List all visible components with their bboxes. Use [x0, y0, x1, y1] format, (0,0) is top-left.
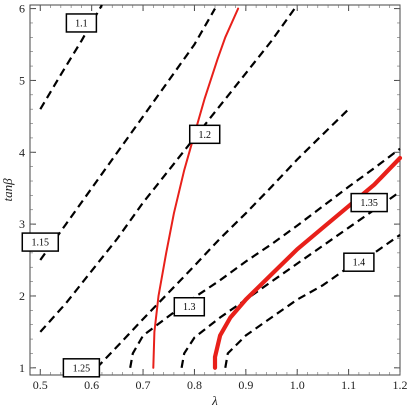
x-axis-label: λ — [211, 393, 218, 408]
y-axis-label: tanβ — [0, 178, 15, 202]
y-tick-label: 1 — [19, 361, 25, 375]
contour-label-text: 1.25 — [73, 363, 91, 374]
contour-label-text: 1.1 — [75, 18, 88, 29]
contour-label-box — [65, 13, 98, 33]
y-tick-label: 6 — [19, 2, 25, 16]
contour-line-1.1 — [39, 4, 103, 110]
x-tick-label: 1.1 — [341, 378, 356, 392]
ticks: 0.5 0.6 0.7 0.8 0.9 1.0 1.1 1.2 1 2 3 4 5 6 — [19, 2, 407, 392]
contours — [39, 4, 401, 369]
y-tick-label: 5 — [19, 73, 25, 87]
contour-label-1.3: 1.3 — [173, 296, 206, 317]
x-tick-label: 1.0 — [290, 378, 305, 392]
plot-frame — [29, 4, 401, 376]
contour-label-1.15: 1.15 — [21, 232, 60, 252]
x-tick-label: 0.8 — [187, 378, 202, 392]
contour-label-text: 1.3 — [183, 302, 196, 313]
contour-label-text: 1.15 — [32, 238, 50, 249]
contour-label-1.35: 1.35 — [350, 192, 388, 213]
contour-line-1.2 — [39, 4, 299, 333]
contour-label-1.1: 1.1 — [65, 13, 98, 33]
contour-label-text: 1.35 — [360, 198, 378, 209]
red-curve-1 — [152, 7, 240, 369]
contour-line-1.25 — [96, 108, 350, 369]
contour-label-1.2: 1.2 — [188, 124, 221, 145]
y-tick-label: 2 — [19, 289, 25, 303]
contour-label-1.25: 1.25 — [62, 358, 101, 378]
x-tick-label: 0.6 — [84, 378, 99, 392]
y-tick-label: 3 — [19, 217, 25, 231]
contour-label-1.4: 1.4 — [343, 252, 375, 272]
contour-line-1.15 — [39, 8, 216, 261]
x-tick-label: 0.9 — [238, 378, 253, 392]
x-tick-label: 0.7 — [136, 378, 151, 392]
contour-label-box — [62, 358, 101, 378]
contour-line-1.35 — [180, 190, 401, 368]
contour-label-box — [350, 192, 388, 213]
y-tick-label: 4 — [19, 145, 25, 159]
contour-label-box — [173, 296, 206, 317]
contour-line-1.3 — [129, 147, 401, 368]
contour-label-box — [188, 124, 221, 145]
x-tick-label: 0.5 — [33, 378, 48, 392]
contour-label-text: 1.2 — [198, 130, 211, 141]
contour-labels: 1.1 1.15 1.2 1.25 1.3 1.35 1.4 — [21, 13, 388, 378]
x-tick-label: 1.2 — [393, 378, 407, 392]
contour-label-box — [21, 232, 60, 252]
contour-label-text: 1.4 — [353, 258, 366, 269]
contour-label-box — [343, 252, 375, 272]
